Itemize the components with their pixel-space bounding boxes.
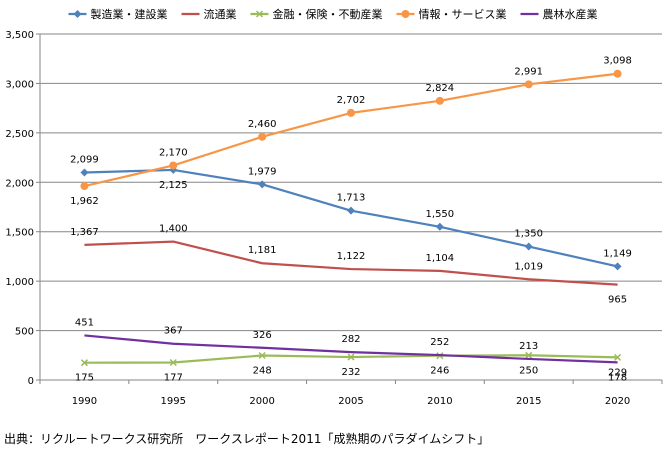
data-point bbox=[258, 132, 267, 141]
data-label: 2,099 bbox=[70, 154, 99, 165]
legend: 製造業・建設業 流通業 金融・保険・不動産業 情報・サービス業 農林水産業 bbox=[68, 7, 598, 21]
x-tick-label: 2015 bbox=[516, 396, 541, 407]
legend-label: 製造業・建設業 bbox=[91, 7, 168, 21]
y-tick-label: 3,000 bbox=[5, 79, 34, 90]
x-tick-label: 2005 bbox=[338, 396, 363, 407]
data-label: 1,713 bbox=[337, 193, 366, 204]
legend-item: 製造業・建設業 bbox=[68, 7, 168, 21]
data-label: 250 bbox=[519, 365, 538, 376]
data-point bbox=[80, 182, 89, 191]
data-label: 326 bbox=[253, 330, 272, 341]
data-point bbox=[614, 353, 622, 361]
data-label: 1,979 bbox=[248, 166, 277, 177]
y-tick-label: 2,500 bbox=[5, 129, 34, 140]
series-lines bbox=[80, 69, 622, 367]
legend-item: 情報・サービス業 bbox=[396, 8, 507, 21]
data-label: 2,824 bbox=[426, 83, 455, 94]
data-point bbox=[169, 161, 178, 170]
data-point bbox=[255, 10, 264, 18]
data-label: 3,098 bbox=[603, 56, 632, 67]
data-label: 175 bbox=[75, 373, 94, 384]
data-point bbox=[258, 180, 267, 189]
data-labels: 2,099 2,125 1,979 1,713 1,550 1,350 1,149 1,367… bbox=[70, 56, 632, 384]
x-tick-label: 1995 bbox=[161, 396, 186, 407]
data-point bbox=[347, 108, 355, 117]
axes bbox=[36, 33, 663, 384]
data-label: 367 bbox=[164, 326, 183, 337]
data-point bbox=[80, 359, 88, 367]
data-label: 213 bbox=[519, 341, 538, 352]
legend-item: 農林水産業 bbox=[520, 7, 598, 21]
data-label: 1,122 bbox=[337, 251, 366, 262]
data-label: 965 bbox=[608, 295, 627, 306]
y-tick-label: 1,500 bbox=[5, 228, 34, 239]
data-label: 1,181 bbox=[248, 245, 277, 256]
y-tick-label: 0 bbox=[28, 376, 34, 387]
data-label: 178 bbox=[608, 372, 627, 383]
data-point bbox=[347, 353, 355, 361]
data-point bbox=[525, 351, 533, 359]
data-label: 1,104 bbox=[426, 253, 455, 264]
data-label: 451 bbox=[75, 317, 94, 328]
grid-lines bbox=[40, 33, 662, 332]
data-point bbox=[435, 222, 444, 231]
legend-item: 流通業 bbox=[181, 7, 237, 21]
data-point bbox=[258, 351, 266, 360]
x-tick-labels: 1990 1995 2000 2005 2010 2015 2020 bbox=[72, 396, 631, 407]
data-label: 282 bbox=[341, 334, 360, 345]
x-tick-label: 1990 bbox=[72, 396, 97, 407]
data-label: 2,125 bbox=[159, 180, 188, 191]
data-label: 1,550 bbox=[426, 209, 455, 220]
y-tick-labels: 0 500 1,000 1,500 2,000 2,500 3,000 3,500 bbox=[5, 30, 34, 387]
data-label: 246 bbox=[430, 366, 449, 377]
data-point bbox=[73, 10, 82, 18]
legend-item: 金融・保険・不動産業 bbox=[250, 7, 383, 21]
data-label: 2,170 bbox=[159, 147, 188, 158]
series-line bbox=[84, 334, 618, 364]
data-label: 232 bbox=[341, 367, 360, 378]
data-point bbox=[435, 96, 444, 105]
data-label: 248 bbox=[253, 365, 272, 376]
legend-label: 金融・保険・不動産業 bbox=[273, 7, 383, 21]
source-note: 出典：リクルートワークス研究所 ワークスレポート2011「成熟期のパラダイムシフ… bbox=[4, 432, 490, 446]
data-point bbox=[524, 80, 533, 89]
data-point bbox=[401, 10, 410, 18]
x-tick-label: 2000 bbox=[249, 396, 274, 407]
data-point bbox=[613, 69, 622, 78]
data-label: 1,350 bbox=[514, 229, 543, 240]
data-label: 2,702 bbox=[337, 95, 366, 106]
x-tick-label: 2020 bbox=[605, 396, 630, 407]
legend-label: 情報・サービス業 bbox=[419, 8, 507, 21]
data-label: 177 bbox=[164, 373, 183, 384]
x-tick-label: 2010 bbox=[427, 396, 452, 407]
data-label: 2,991 bbox=[514, 66, 543, 77]
data-point bbox=[524, 242, 533, 251]
data-point bbox=[613, 262, 622, 271]
y-tick-label: 3,500 bbox=[5, 30, 34, 41]
legend-label: 流通業 bbox=[204, 7, 237, 21]
y-tick-label: 500 bbox=[15, 327, 34, 338]
data-point bbox=[347, 206, 355, 215]
data-label: 229 bbox=[608, 367, 627, 378]
data-label: 1,400 bbox=[159, 224, 188, 235]
legend-label: 農林水産業 bbox=[543, 7, 598, 21]
y-tick-label: 2,000 bbox=[5, 178, 34, 189]
y-tick-label: 1,000 bbox=[5, 277, 34, 288]
data-label: 1,962 bbox=[70, 196, 99, 207]
series-line bbox=[84, 240, 618, 286]
data-point bbox=[169, 358, 177, 367]
data-label: 2,460 bbox=[248, 119, 277, 130]
data-label: 252 bbox=[430, 337, 449, 348]
data-label: 1,149 bbox=[603, 248, 632, 259]
data-point bbox=[80, 168, 89, 177]
data-label: 1,019 bbox=[514, 261, 543, 272]
data-label: 1,367 bbox=[70, 227, 99, 238]
